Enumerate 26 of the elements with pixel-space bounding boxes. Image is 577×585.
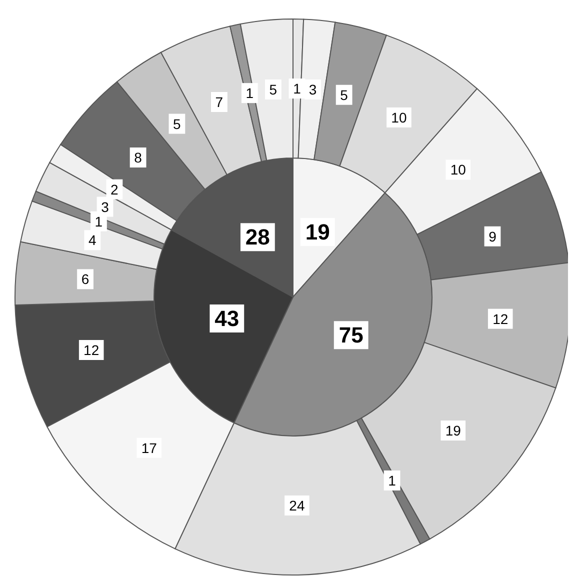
data-label: 10: [391, 109, 407, 126]
data-label: 6: [81, 271, 90, 288]
data-label: 9: [488, 228, 497, 244]
data-label: 1: [94, 213, 103, 230]
data-label: 4: [88, 232, 96, 248]
data-label: 28: [245, 224, 270, 250]
data-label: 7: [215, 94, 224, 110]
data-label: 12: [492, 310, 508, 327]
data-label: 1: [293, 80, 302, 97]
data-label: 43: [214, 306, 240, 331]
data-label: 3: [101, 198, 110, 215]
data-label: 8: [134, 149, 142, 166]
data-label: 2: [110, 181, 119, 198]
data-label: 5: [340, 86, 348, 103]
data-label: 75: [338, 322, 364, 348]
data-label: 5: [269, 81, 278, 98]
data-label: 1: [246, 85, 254, 102]
data-label: 19: [305, 220, 330, 244]
data-label: 17: [141, 440, 158, 456]
data-label: 19: [445, 422, 462, 439]
data-label: 1: [388, 472, 396, 488]
data-label: 5: [173, 116, 182, 132]
data-label: 12: [84, 342, 100, 358]
data-label: 3: [308, 81, 317, 98]
data-label: 24: [289, 497, 305, 514]
data-label: 10: [450, 162, 466, 178]
